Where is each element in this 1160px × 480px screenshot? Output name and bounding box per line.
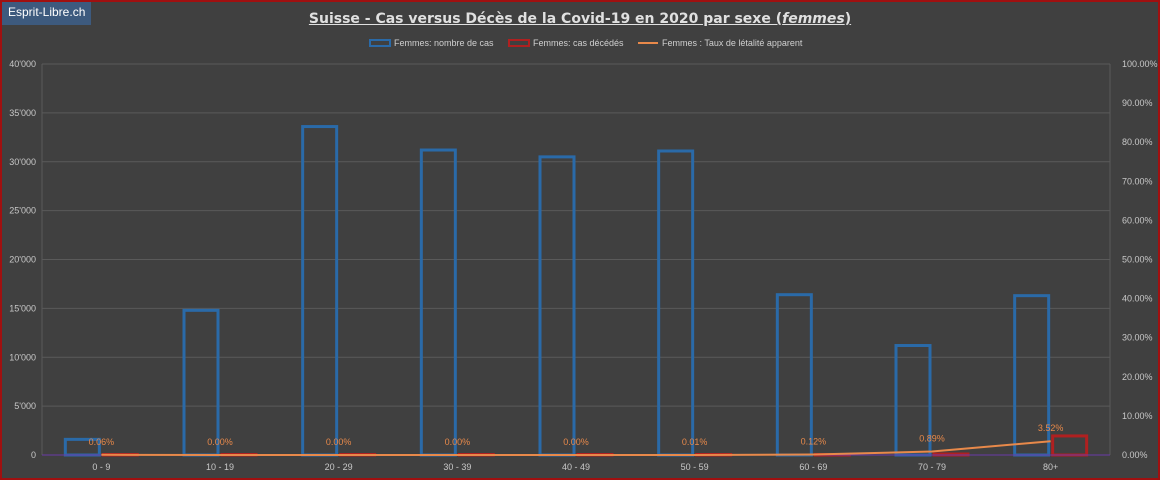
- chart-title: Suisse - Cas versus Décès de la Covid-19…: [2, 11, 1158, 27]
- x-tick-label: 0 - 9: [92, 462, 110, 472]
- legend-swatch-cases: [369, 39, 391, 47]
- cases-bar: [419, 148, 457, 457]
- legend-label-cases: Femmes: nombre de cas: [394, 38, 494, 48]
- title-end: ): [844, 11, 852, 27]
- x-tick-label: 30 - 39: [443, 462, 471, 472]
- y-right-tick-label: 40.00%: [1122, 294, 1153, 304]
- rate-data-label: 0.06%: [89, 437, 115, 447]
- x-tick-label: 10 - 19: [206, 462, 234, 472]
- y-right-tick-label: 0.00%: [1122, 450, 1148, 460]
- y-left-tick-label: 10'000: [9, 352, 36, 362]
- y-right-tick-label: 80.00%: [1122, 137, 1153, 147]
- y-right-tick-label: 30.00%: [1122, 333, 1153, 343]
- x-tick-label: 70 - 79: [918, 462, 946, 472]
- y-left-tick-label: 15'000: [9, 303, 36, 313]
- x-tick-label: 40 - 49: [562, 462, 590, 472]
- y-left-tick-label: 5'000: [14, 401, 36, 411]
- y-right-tick-label: 90.00%: [1122, 98, 1153, 108]
- cases-bar: [775, 293, 813, 457]
- rate-data-label: 0.89%: [919, 434, 945, 444]
- y-left-tick-label: 30'000: [9, 157, 36, 167]
- legend-label-deaths: Femmes: cas décédés: [533, 38, 624, 48]
- rate-data-label: 0.00%: [326, 437, 352, 447]
- rate-data-label: 0.00%: [207, 437, 233, 447]
- y-left-tick-label: 0: [31, 450, 36, 460]
- y-left-tick-label: 35'000: [9, 108, 36, 118]
- y-left-tick-label: 20'000: [9, 255, 36, 265]
- title-italic: femmes: [782, 11, 845, 27]
- y-left-tick-label: 40'000: [9, 59, 36, 69]
- y-right-tick-label: 50.00%: [1122, 255, 1153, 265]
- x-tick-label: 20 - 29: [325, 462, 353, 472]
- rate-data-label: 0.12%: [801, 437, 827, 447]
- rate-data-label: 0.01%: [682, 437, 708, 447]
- cases-bar: [538, 155, 576, 457]
- rate-data-label: 0.00%: [445, 437, 471, 447]
- legend-label-rate: Femmes : Taux de létalité apparent: [662, 38, 803, 48]
- y-left-tick-label: 25'000: [9, 206, 36, 216]
- title-main: Suisse - Cas versus Décès de la Covid-19…: [308, 11, 783, 27]
- watermark-logo: Esprit-Libre.ch: [2, 2, 92, 25]
- x-tick-label: 50 - 59: [681, 462, 709, 472]
- legend-swatch-deaths: [508, 39, 530, 47]
- x-tick-label: 60 - 69: [799, 462, 827, 472]
- rate-data-label: 0.00%: [563, 437, 589, 447]
- rate-data-label: 3.52%: [1038, 423, 1064, 433]
- y-right-tick-label: 60.00%: [1122, 215, 1153, 225]
- y-right-tick-label: 70.00%: [1122, 176, 1153, 186]
- x-tick-label: 80+: [1043, 462, 1058, 472]
- y-right-tick-label: 10.00%: [1122, 411, 1153, 421]
- rate-line: [101, 440, 1051, 456]
- deaths-bar: [1051, 434, 1089, 457]
- cases-bar: [657, 149, 695, 457]
- y-right-tick-label: 20.00%: [1122, 372, 1153, 382]
- cases-bar: [182, 308, 220, 457]
- y-right-tick-label: 100.00%: [1122, 59, 1158, 69]
